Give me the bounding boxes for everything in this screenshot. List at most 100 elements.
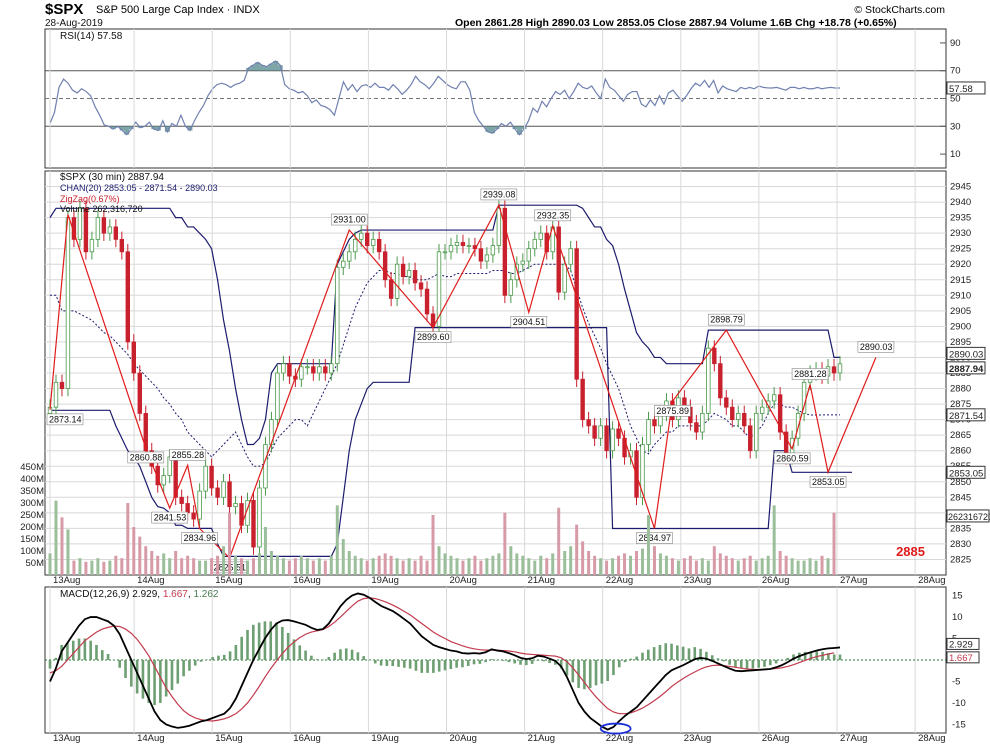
macd-histogram-bar [193, 660, 197, 666]
rsi-last-box [946, 81, 986, 95]
price-tick-label: 2930 [950, 228, 971, 239]
candle-body [370, 238, 376, 246]
macd-histogram-bar [548, 660, 551, 664]
macd-histogram-bar [629, 658, 633, 660]
candle-body [107, 226, 113, 234]
macd-tick-label: -15 [952, 719, 966, 730]
macd-histogram-bar [710, 655, 714, 660]
macd-histogram-bar [130, 660, 133, 687]
volume-bar [802, 560, 806, 575]
macd-tick-label: 15 [952, 591, 963, 602]
macd-histogram-bar [281, 626, 284, 660]
volume-tick-label: 450M [20, 462, 44, 473]
candle-body [418, 282, 424, 290]
volume-bar [407, 558, 411, 575]
macd-histogram-bar [751, 660, 755, 669]
volume-bar [545, 558, 549, 575]
price-tick-label: 2905 [950, 306, 971, 317]
date-label: 19Aug [371, 575, 398, 586]
macd-histogram-bar [77, 638, 81, 660]
macd-histogram-bar [542, 660, 546, 662]
macd-histogram-bar [164, 660, 168, 697]
candle-body [233, 503, 238, 508]
volume-bar [425, 560, 429, 575]
macd-histogram-bar [391, 660, 395, 667]
candle-body [592, 425, 597, 439]
macd-tick-label: -10 [952, 698, 966, 709]
volume-bar [832, 512, 836, 575]
date-label-bottom: 27Aug [840, 733, 867, 744]
volume-bar [766, 555, 770, 575]
volume-bar [293, 558, 297, 575]
volume-bar [246, 560, 249, 575]
date-label-bottom: 14Aug [137, 733, 164, 744]
zigzag-label-box [330, 213, 368, 226]
candle-body [281, 363, 286, 374]
volume-bar [652, 546, 656, 575]
candle-body [406, 270, 412, 278]
candle-body [765, 400, 771, 408]
volume-bar [186, 555, 190, 575]
ohlc-summary: Open 2861.28 High 2890.03 Low 2853.05 Cl… [455, 17, 897, 29]
candle-body [837, 363, 843, 374]
volume-bar [509, 546, 513, 575]
volume-bar [491, 555, 495, 575]
candle-body [700, 412, 705, 433]
price-right-box [946, 346, 986, 360]
macd-histogram-bar [106, 653, 110, 660]
macd-histogram-bar [693, 647, 697, 660]
candle-body [538, 232, 543, 240]
macd-histogram-bar [344, 648, 348, 660]
volume-bar [623, 553, 627, 575]
volume-bar [168, 558, 172, 575]
volume-bar [778, 551, 782, 575]
macd-histogram-bar [577, 660, 580, 688]
price-right-label: 2853.05 [949, 468, 983, 479]
zigzag-line [49, 203, 877, 559]
candle-body [364, 232, 370, 246]
macd-histogram-bar [664, 643, 668, 660]
volume-bar [389, 555, 393, 575]
macd-histogram-bar [368, 660, 371, 661]
macd-histogram-bar [536, 660, 540, 661]
date-label-bottom: 20Aug [450, 733, 477, 744]
candle-body [412, 270, 418, 284]
volume-bar [700, 558, 704, 575]
symbol-title: $SPX [45, 1, 83, 18]
zigzag-label: 2855.28 [172, 450, 205, 460]
macd-histogram-bar [768, 660, 772, 666]
volume-bar [593, 555, 597, 575]
macd-histogram-bar [234, 644, 238, 660]
volume-bar [204, 560, 208, 575]
volume-bar [192, 558, 196, 575]
macd-histogram-bar [333, 652, 336, 660]
price-right-label: 2887.94 [949, 364, 984, 375]
candle-body [89, 238, 95, 253]
candle-body [209, 465, 214, 489]
volume-bar [156, 555, 160, 575]
candle-body [610, 428, 615, 452]
macd-histogram-bar [507, 660, 511, 663]
price-legend-volume: Volume 262,316,720 [60, 204, 143, 214]
macd-histogram-bar [670, 643, 673, 660]
macd-histogram-bar [676, 645, 679, 660]
macd-histogram-bar [612, 660, 615, 676]
volume-bar [66, 529, 70, 575]
candle-body [646, 419, 651, 445]
macd-histogram-bar [594, 660, 598, 686]
date-label-bottom: 16Aug [293, 733, 320, 744]
macd-histogram-bar [217, 655, 220, 660]
volume-bar [676, 560, 680, 575]
price-tick-label: 2875 [950, 399, 971, 410]
candle-body [155, 465, 160, 486]
macd-histogram-bar [188, 660, 191, 671]
volume-tick-label: 350M [20, 486, 44, 497]
macd-histogram-bar [774, 660, 778, 664]
candle-body [616, 428, 621, 439]
macd-histogram-bar [153, 660, 156, 706]
candle-body [586, 419, 591, 427]
macd-histogram-bar [525, 660, 528, 666]
volume-bar [521, 555, 525, 575]
